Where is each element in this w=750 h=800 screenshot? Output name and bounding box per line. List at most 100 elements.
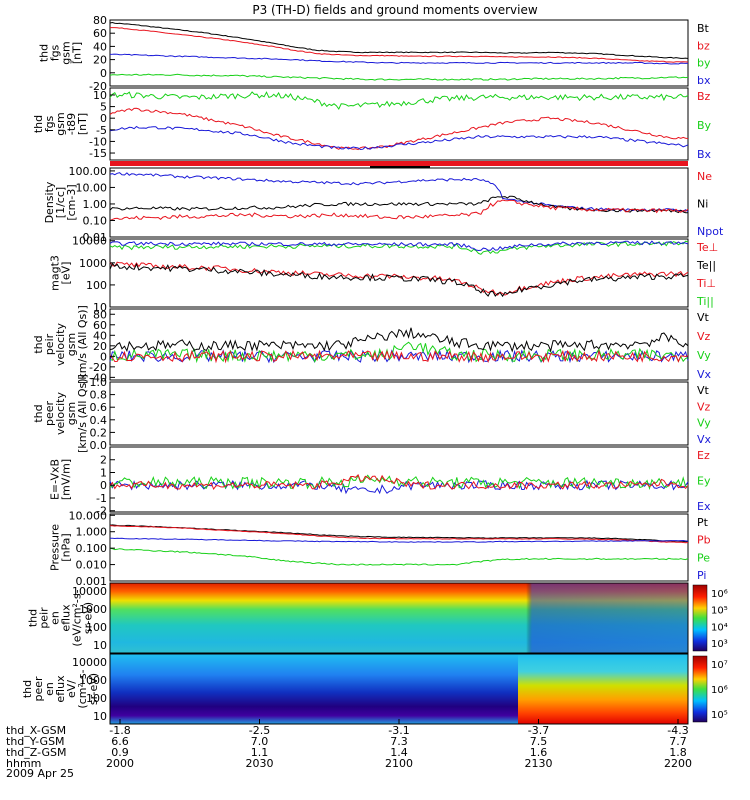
electron-spectrogram-left: [110, 654, 518, 724]
legend-Bt: Bt: [697, 22, 710, 35]
ytick-label: 1: [100, 466, 107, 479]
series-line-Ti||: [109, 240, 689, 255]
ylabel-line: fgs: [49, 44, 62, 61]
panel-frame: [109, 87, 689, 161]
ytick-label: 0.001: [76, 575, 108, 588]
xaxis-row-label: hhmm: [6, 757, 41, 770]
ylabel-line: peir: [38, 607, 51, 629]
xaxis-row-label: thd_X-GSM: [6, 724, 66, 737]
xtick-value: 7.7: [669, 735, 687, 748]
panel-frame: [109, 238, 689, 308]
legend-Bz: Bz: [697, 90, 711, 103]
ytick-label: 0.0: [90, 439, 108, 452]
legend-Te⊥: Te⊥: [696, 241, 718, 254]
xtick-value: 7.0: [251, 735, 269, 748]
xaxis-row-label: 2009 Apr 25: [6, 767, 74, 780]
ytick-label: 0.01: [83, 231, 108, 244]
series-line-By: [109, 91, 689, 110]
ytick-label: -5: [96, 124, 107, 137]
series-line-Ti⊥: [109, 262, 689, 298]
ylabel-line: [eV]: [60, 262, 73, 285]
panel-7: 10.000 1.000 0.100 0.010 0.001 Pressure[nPa] P…: [49, 509, 711, 588]
ytick-label: 60: [93, 27, 107, 40]
ylabel-line: (cm²-s-: [76, 669, 89, 708]
panel-frame: [109, 381, 689, 446]
ytick-label: -2: [96, 505, 107, 518]
ytick-label: 40: [93, 329, 107, 342]
ylabel-line: thd: [38, 44, 51, 62]
series-line-by: [109, 73, 689, 81]
ylabel-line: fgs: [43, 115, 56, 132]
ytick-label: 0.100: [76, 542, 108, 555]
ylabel-line: gsm: [65, 333, 78, 356]
ytick-label: 10.000: [69, 509, 108, 522]
ytick-label: 10: [93, 89, 107, 102]
series-line-Vt: [109, 327, 689, 353]
ylabel-line: thd: [21, 680, 34, 698]
xtick-value: -2.5: [249, 724, 270, 737]
ytick-label: 1000: [79, 674, 107, 687]
series-line-Bx: [109, 125, 689, 151]
ion-spectrogram: [109, 582, 689, 654]
legend-Pb: Pb: [697, 534, 711, 547]
ytick-label: 1.0: [90, 376, 108, 389]
xtick-value: 1.8: [669, 746, 687, 759]
series-line-Vy: [109, 341, 689, 364]
legend-Ex: Ex: [697, 500, 711, 513]
ylabel-line: velocity: [54, 392, 67, 435]
xtick-value: -3.7: [528, 724, 549, 737]
ytick-label: -15: [89, 147, 107, 160]
xtick-value: 7.5: [530, 735, 548, 748]
ylabel-line: eV/: [65, 680, 78, 698]
ylabel-line: [mV/m]: [60, 459, 73, 500]
ylabel-line: [1/cc]: [54, 187, 67, 218]
ylabel-line: [km/s (All Qs)]: [76, 374, 89, 453]
ytick-label: 80: [93, 308, 107, 321]
ytick-label: 10000: [72, 656, 107, 669]
ytick-label: -10: [89, 135, 107, 148]
series-line-Pb: [110, 525, 689, 544]
ylabel-line: [nT]: [76, 113, 89, 135]
legend-Ne: Ne: [697, 170, 712, 183]
ylabel-line: (eV/cm²-s-: [71, 589, 84, 646]
ytick-label: 100: [86, 692, 107, 705]
ylabel-line: sr-eV): [82, 602, 95, 634]
ylabel-line: [nT]: [71, 42, 84, 64]
legend-Ti||: Ti||: [696, 295, 714, 308]
xtick-value: 6.6: [111, 735, 129, 748]
ytick-label: 2: [100, 454, 107, 467]
panel-frame: [109, 19, 689, 87]
series-line-Vx: [109, 348, 689, 364]
ytick-label: 100: [86, 621, 107, 634]
ytick-label: 0.010: [76, 559, 108, 572]
series-line-Pt: [109, 524, 689, 543]
ytick-label: 20: [93, 54, 107, 67]
ylabel-line: en: [49, 611, 62, 625]
panel-3: 10000 1000 100 10 magt3[eV] Te⊥ Te|| Ti⊥ Ti||: [49, 235, 719, 314]
legend-Bx: Bx: [697, 148, 712, 161]
ylabel-line: eflux: [54, 675, 67, 703]
ytick-label: 0: [100, 67, 107, 80]
ylabel-line: sr-eV): [87, 673, 100, 705]
xtick-value: 1.4: [390, 746, 408, 759]
xtick-value: 7.3: [390, 735, 408, 748]
series-line-Pe: [109, 547, 689, 566]
ytick-label: 0.8: [90, 389, 108, 402]
legend-Pt: Pt: [697, 516, 709, 529]
colorbar-tick: 10⁵: [711, 710, 728, 721]
ytick-label: 1.00: [83, 198, 108, 211]
legend-Vz: Vz: [697, 400, 711, 413]
legend-Te||: Te||: [696, 259, 716, 272]
legend-Vx: Vx: [697, 368, 712, 381]
ylabel-line: gsm: [60, 41, 73, 64]
ytick-label: 1.000: [76, 526, 108, 539]
ytick-label: 10.00: [76, 181, 108, 194]
series-line-Te⊥: [109, 261, 689, 296]
xtick-value: 1.6: [530, 746, 548, 759]
ytick-label: -1: [96, 492, 107, 505]
ytick-label: 0: [100, 479, 107, 492]
panel-6: 210-1-2 E=-VxB[mV/m] Ez Ey Ex: [49, 446, 711, 518]
colorbar-tick: 10⁴: [711, 622, 728, 633]
ytick-label: 10000: [72, 585, 107, 598]
